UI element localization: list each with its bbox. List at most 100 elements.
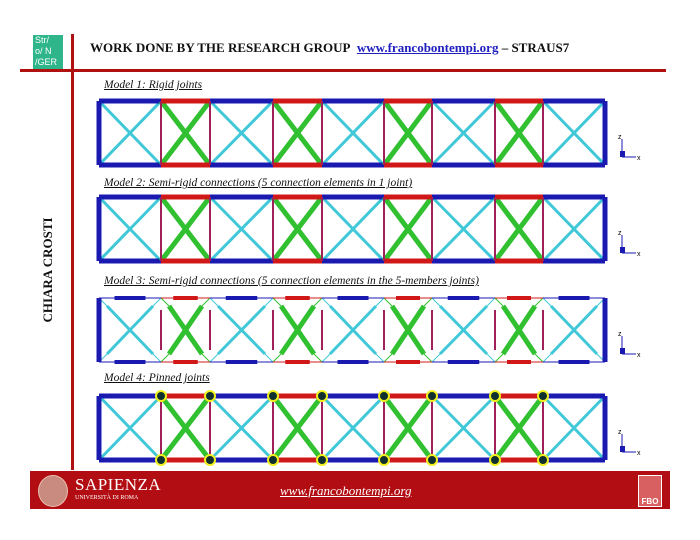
diagonal-brace [166,304,205,356]
pinned-joint-marker [489,390,501,402]
connection-element [375,353,385,363]
diagonal-brace [320,195,386,263]
connection-element [321,297,331,307]
connection-element [542,297,552,307]
x-axis-label: x [637,251,641,258]
diagonal-brace [382,195,434,263]
university-subtitle: UNIVERSITÀ DI ROMA [75,495,139,501]
title-link[interactable]: www.francobontempi.org [356,40,499,55]
diagonal-brace [97,394,163,462]
connection-element [152,353,162,363]
pinned-joint-marker [378,390,390,402]
diagonal-brace [493,195,545,263]
model-2-label: Model 2: Semi-rigid connections (5 conne… [104,177,413,189]
pinned-joint-marker [267,454,279,466]
model-3-label: Model 3: Semi-rigid connections (5 conne… [104,275,479,287]
diagonal-brace [500,304,538,356]
connection-element [264,297,274,307]
diagonal-brace [97,99,163,167]
footer-link[interactable]: www.francobontempi.org [280,483,412,498]
z-axis-label: z [618,134,622,141]
axis-origin-icon [620,247,625,253]
diagonal-brace [320,394,386,462]
connection-element [321,353,331,363]
connection-element [209,297,219,307]
pinned-joint-marker [489,454,501,466]
diagonal-brace [430,195,497,263]
z-axis-label: z [618,429,622,436]
connection-element [486,297,496,307]
diagonal-brace [430,394,497,462]
connection-element [534,353,544,363]
diagonal-brace [159,195,212,263]
model-1-label: Model 1: Rigid joints [104,79,203,91]
diagonal-brace [430,99,497,167]
connection-element [486,353,496,363]
strongER-logo: Str/ o/ N /GER [33,35,63,71]
footer-band: SAPIENZA UNIVERSITÀ DI ROMA www.francobo… [30,471,670,509]
diagonal-brace [278,304,317,356]
logo-line: o/ N [35,46,52,56]
connection-element [494,353,504,363]
z-axis-label: z [618,230,622,237]
diagonal-brace [328,304,378,356]
diagonal-brace [208,394,275,462]
diagonal-brace [159,99,212,167]
logo-line: Str/ [35,35,50,45]
x-axis-label: x [637,155,641,162]
title-text: WORK DONE BY THE RESEARCH GROUP [90,40,351,55]
connection-element [375,297,385,307]
connection-element [383,297,393,307]
pinned-joint-marker [378,454,390,466]
connection-element [534,297,544,307]
connection-element [383,353,393,363]
pinned-joint-marker [204,454,216,466]
z-axis-label: z [618,331,622,338]
page-title: WORK DONE BY THE RESEARCH GROUP www.fran… [90,40,569,56]
connection-element [423,297,433,307]
connection-element [272,353,282,363]
diagonal-brace [382,394,434,462]
connection-element [264,353,274,363]
axis-origin-icon [620,151,625,157]
connection-element [423,353,433,363]
diagonal-brace [97,195,163,263]
title-suffix: – STRAUS7 [501,40,570,55]
connection-element [431,353,441,363]
fbo-logo: FBO [638,475,662,507]
connection-element [201,297,211,307]
diagonal-brace [541,394,607,462]
axis-origin-icon [620,348,625,354]
pinned-joint-marker [155,454,167,466]
logo-line: /GER [35,57,58,67]
pinned-joint-marker [316,390,328,402]
connection-element [494,297,504,307]
header-divider [20,69,666,72]
diagonal-brace [389,304,427,356]
diagonal-brace [549,304,599,356]
connection-element [152,297,162,307]
sapienza-seal-icon [38,475,68,507]
pinned-joint-marker [267,390,279,402]
pinned-joint-marker [204,390,216,402]
x-axis-label: x [637,450,641,457]
diagonal-brace [438,304,489,356]
diagonal-brace [271,99,324,167]
diagonal-brace [216,304,267,356]
diagonal-brace [493,394,545,462]
connection-element [160,353,170,363]
model-4-label: Model 4: Pinned joints [104,372,210,384]
pinned-joint-marker [316,454,328,466]
connection-element [542,353,552,363]
diagonal-brace [208,195,275,263]
x-axis-label: x [637,352,641,359]
side-divider [71,34,74,470]
connection-element [313,297,323,307]
university-name: SAPIENZA [75,475,162,494]
diagonal-brace [382,99,434,167]
diagonal-brace [105,304,155,356]
axis-origin-icon [620,446,625,452]
connection-element [313,353,323,363]
diagonal-brace [271,195,324,263]
pinned-joint-marker [537,390,549,402]
